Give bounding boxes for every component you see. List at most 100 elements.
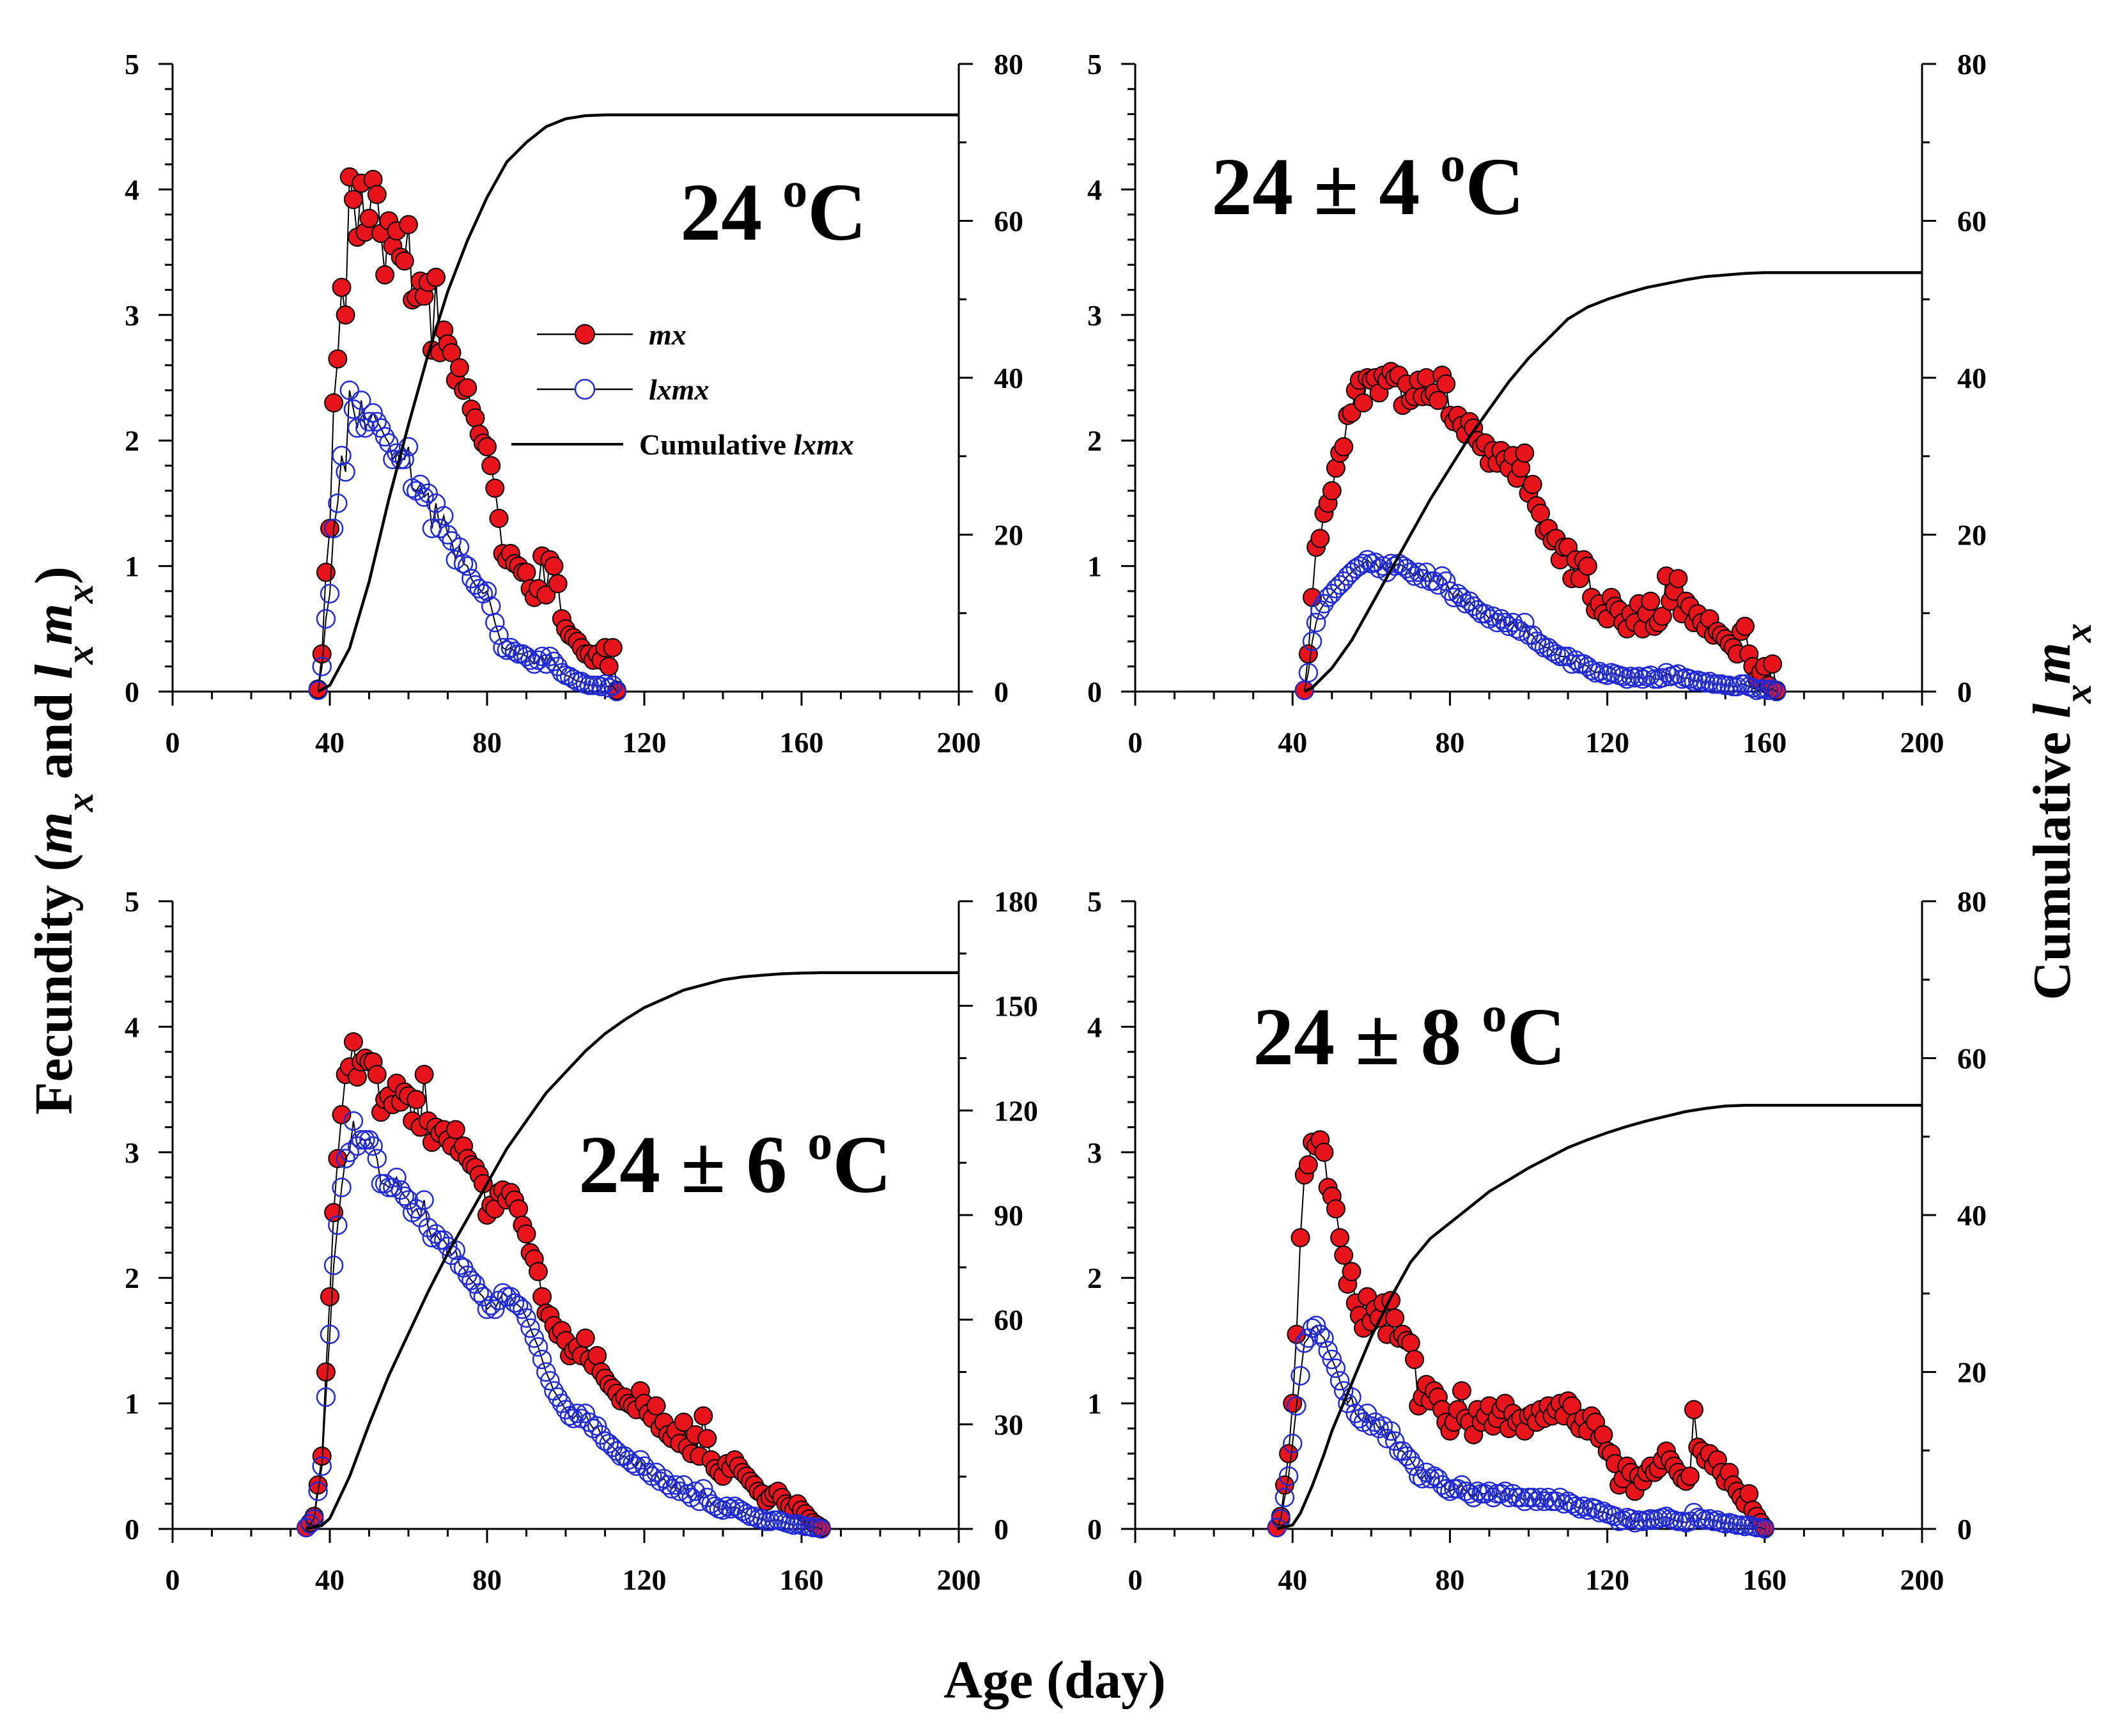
lxmx-point-24pm8c <box>1322 1349 1342 1370</box>
lxmx-point-24pm6c <box>387 1167 407 1188</box>
mx-point-24c <box>343 190 363 210</box>
lxmx-point-24c <box>363 403 383 423</box>
lxmx-point-24pm6c <box>599 1434 619 1453</box>
mx-point-24c <box>516 562 536 582</box>
lxmx-point-24pm8c <box>1330 1370 1350 1391</box>
right-y-tick-label-24pm8c: 40 <box>1957 1199 1987 1232</box>
lxmx-point-24pm4c <box>1298 663 1319 683</box>
lxmx-point-24pm8c <box>1459 1484 1480 1504</box>
lxmx-point-24c <box>524 654 545 674</box>
lxmx-point-24pm4c <box>1767 681 1787 702</box>
mx-point-24pm8c <box>1684 1400 1703 1420</box>
mx-point-24c <box>536 585 556 605</box>
left-y-tick-label-24pm4c: 4 <box>1087 173 1102 206</box>
lxmx-point-24pm4c <box>1700 672 1719 692</box>
lxmx-point-24pm8c <box>1448 1478 1468 1499</box>
mx-point-24c <box>477 437 497 456</box>
left-y-tick-label-24pm4c: 1 <box>1087 550 1102 583</box>
lxmx-point-24c <box>489 625 509 645</box>
x-tick-label-24pm6c: 40 <box>315 1563 345 1596</box>
mx-point-24c <box>359 208 379 228</box>
mx-point-24c <box>450 358 469 378</box>
lxmx-point-24pm6c <box>564 1408 584 1429</box>
lxmx-point-24pm6c <box>803 1517 823 1538</box>
lxmx-point-24pm6c <box>332 1177 352 1198</box>
lxmx-point-24c <box>579 675 600 695</box>
lxmx-point-24pm8c <box>1727 1515 1747 1535</box>
right-y-tick-label-24pm6c: 90 <box>994 1199 1023 1232</box>
panel-24c: 0 40 80 120 160 200 0 1 2 3 4 5 0 20 40 60 80 24 oC <box>125 48 1023 759</box>
lxmx-point-24pm4c <box>1680 669 1700 689</box>
lxmx-point-24c <box>336 462 355 482</box>
lxmx-point-24pm8c <box>1530 1487 1551 1508</box>
lxmx-point-24pm6c <box>434 1230 454 1250</box>
lxmx-point-24pm6c <box>323 1255 344 1275</box>
lxmx-point-24pm6c <box>694 1478 713 1499</box>
mx-point-24c <box>489 509 509 528</box>
lxmx-point-24c <box>418 483 438 503</box>
lxmx-point-24pm6c <box>532 1349 552 1370</box>
lxmx-point-24pm8c <box>1428 1469 1448 1489</box>
mx-point-24pm4c <box>1763 654 1783 674</box>
lxmx-point-24pm8c <box>1499 1487 1519 1508</box>
lxmx-point-24pm8c <box>1384 1431 1405 1451</box>
lxmx-point-24pm4c <box>1597 665 1617 685</box>
lxmx-point-24pm6c <box>422 1228 442 1248</box>
lxmx-point-24pm8c <box>1326 1358 1346 1378</box>
left-y-tick-label-24pm6c: 4 <box>125 1011 139 1043</box>
mx-point-24pm6c <box>697 1429 717 1448</box>
mx-point-24pm8c <box>1739 1484 1759 1503</box>
lxmx-point-24pm8c <box>1278 1466 1299 1486</box>
lxmx-point-24c <box>477 581 497 601</box>
lxmx-point-24pm6c <box>528 1337 548 1357</box>
mx-point-24pm8c <box>1594 1425 1613 1445</box>
right-y-tick-label-24c: 60 <box>994 205 1023 238</box>
x-tick-label-24c: 160 <box>780 726 824 759</box>
lxmx-point-24pm6c <box>559 1406 580 1426</box>
mx-point-24pm4c <box>1354 393 1373 413</box>
right-y-tick-label-24pm4c: 0 <box>1957 676 1972 708</box>
mx-point-24c <box>544 556 564 576</box>
lxmx-point-24c <box>351 391 371 410</box>
lxmx-point-24pm8c <box>1523 1487 1542 1508</box>
lxmx-point-24pm6c <box>658 1475 678 1495</box>
lxmx-point-24c <box>603 675 623 695</box>
x-tick-label-24pm6c: 0 <box>166 1563 180 1596</box>
lxmx-point-24pm6c <box>795 1516 816 1537</box>
lxmx-point-24pm6c <box>351 1129 371 1150</box>
mx-point-24c <box>399 215 418 235</box>
lxmx-point-24pm6c <box>336 1149 355 1168</box>
lxmx-point-24pm4c <box>1400 562 1421 582</box>
lxmx-point-24pm8c <box>1420 1469 1440 1489</box>
lxmx-point-24pm4c <box>1483 606 1503 626</box>
mx-point-24pm6c <box>414 1065 434 1084</box>
mx-point-24pm6c <box>532 1287 552 1306</box>
lxmx-point-24pm8c <box>1510 1487 1531 1508</box>
x-tick-label-24pm8c: 160 <box>1742 1563 1787 1596</box>
panel-title-24pm4c: 24 ± 4 oC <box>1211 136 1524 232</box>
lxmx-point-24pm4c <box>1326 578 1346 599</box>
mx-point-24c <box>603 638 623 658</box>
right-y-axis-title: Cumulative lxmx <box>2022 623 2099 1000</box>
mx-point-24pm8c <box>1334 1245 1354 1265</box>
lxmx-point-24pm6c <box>575 1404 596 1423</box>
lxmx-point-24pm6c <box>391 1180 410 1200</box>
lxmx-point-24pm6c <box>328 1215 348 1235</box>
x-tick-label-24pm4c: 40 <box>1278 726 1307 759</box>
lxmx-point-24pm6c <box>367 1149 387 1168</box>
mx-point-24c <box>485 478 505 498</box>
lxmx-point-24pm8c <box>1287 1396 1307 1416</box>
mx-point-24pm4c <box>1523 474 1542 494</box>
lxmx-point-24c <box>371 418 391 438</box>
legend-lxmx-marker <box>574 378 596 400</box>
x-tick-label-24c: 120 <box>623 726 667 759</box>
lxmx-point-24c <box>461 568 481 589</box>
lxmx-point-24pm6c <box>536 1362 556 1382</box>
lxmx-point-24c <box>485 612 505 633</box>
mx-point-24pm6c <box>343 1032 363 1051</box>
lxmx-point-24c <box>394 449 415 469</box>
lxmx-point-24pm8c <box>1400 1450 1421 1470</box>
lxmx-point-24pm4c <box>1743 678 1763 698</box>
cumulative-lxmx-line-24pm6c <box>306 971 959 1531</box>
